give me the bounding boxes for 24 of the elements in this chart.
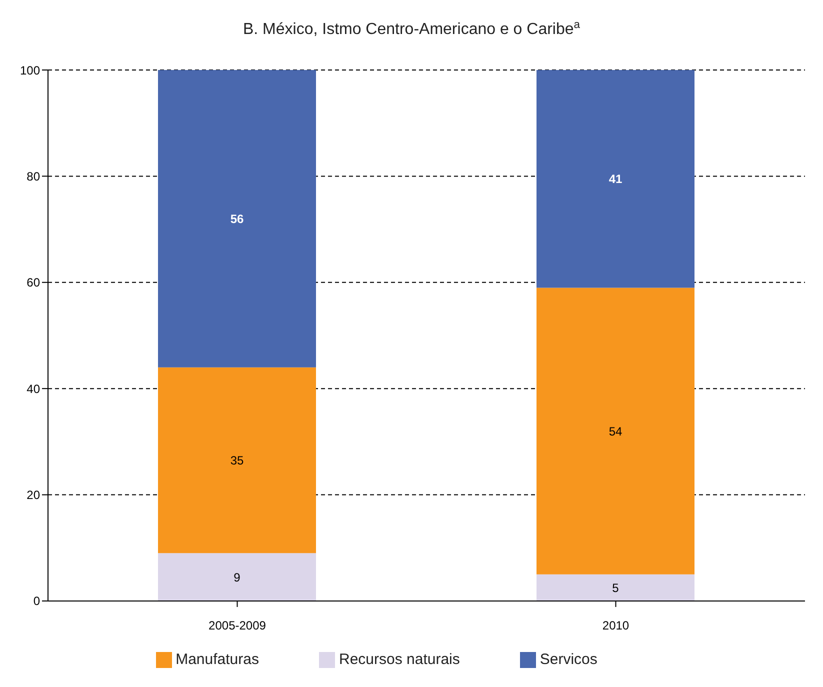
- legend-label: Servicos: [540, 650, 598, 668]
- data-label: 56: [230, 212, 244, 226]
- y-tick-label: 100: [20, 63, 40, 78]
- legend-label: Recursos naturais: [338, 650, 460, 668]
- y-tick-label: 0: [33, 594, 40, 608]
- bar: [536, 70, 694, 288]
- bar: [158, 367, 316, 554]
- y-tick-label: 40: [26, 382, 40, 396]
- bar: [536, 288, 694, 574]
- data-label: 9: [234, 570, 241, 584]
- y-tick-label: 20: [26, 488, 40, 502]
- bar: [158, 70, 316, 368]
- bar: [536, 574, 694, 601]
- legend-label: Manufaturas: [176, 650, 259, 668]
- x-tick-label: 2010: [602, 618, 630, 632]
- data-label: 5: [612, 580, 620, 595]
- y-tick-label: 80: [26, 169, 40, 184]
- y-tick-label: 60: [26, 276, 40, 290]
- data-label: 41: [608, 172, 622, 186]
- data-label: 54: [608, 424, 622, 438]
- x-tick-label: 2005-2009: [208, 618, 266, 632]
- bar: [158, 553, 316, 601]
- data-label: 35: [230, 454, 244, 468]
- chart-title: B. México, Istmo Centro-Americano e o Caribe$^{a}$: [242, 19, 581, 38]
